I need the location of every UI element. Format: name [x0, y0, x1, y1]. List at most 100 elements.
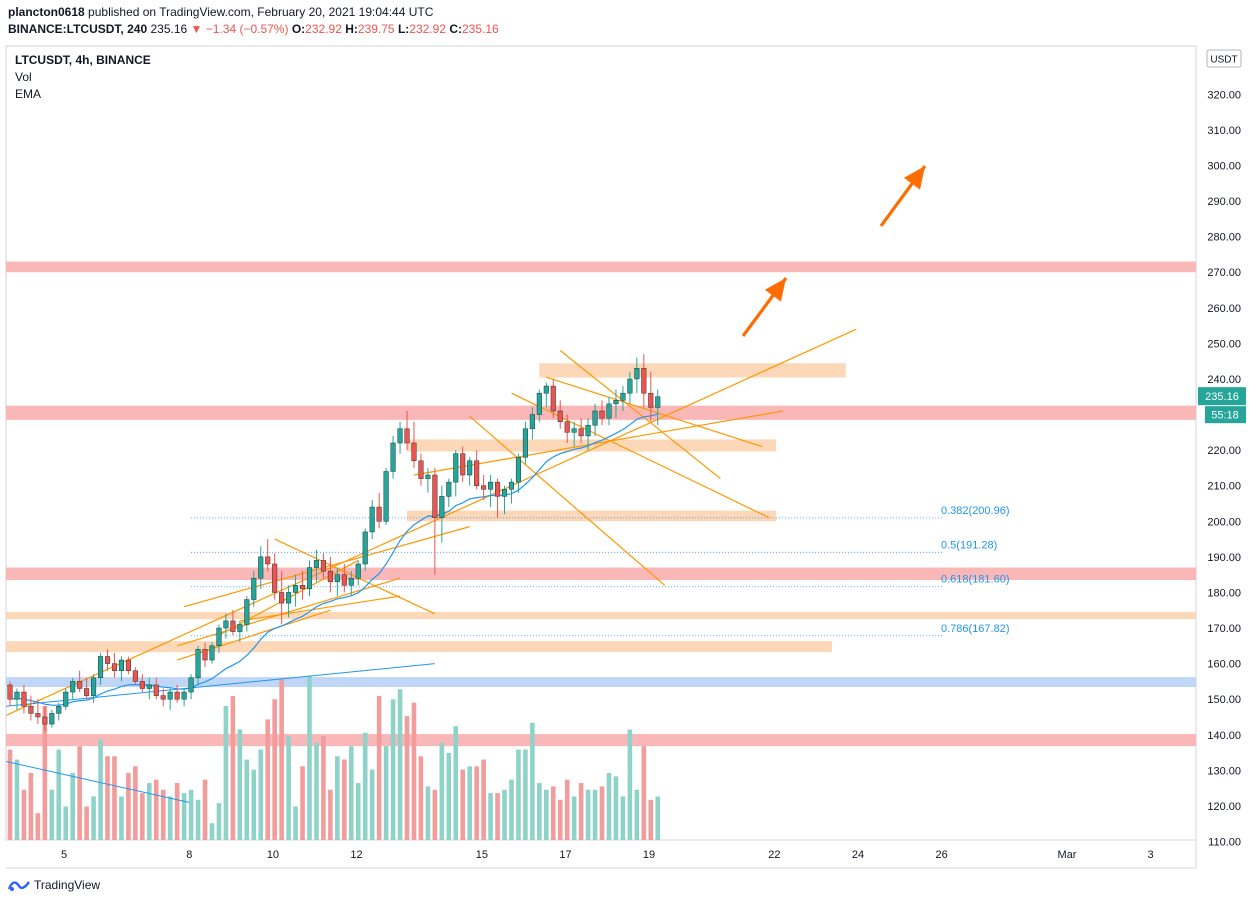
price-tick-label: 270.00: [1207, 267, 1241, 279]
candle-body: [265, 556, 271, 565]
last-price-badge: [1198, 387, 1246, 406]
candle-body: [209, 645, 215, 661]
candle: [125, 656, 131, 675]
candle-body: [606, 403, 612, 419]
legend-title[interactable]: LTCUSDT, 4h, BINANCE: [15, 53, 151, 67]
candle: [160, 688, 166, 707]
candle-body: [49, 713, 55, 725]
candle: [7, 681, 13, 707]
volume-bar: [362, 732, 368, 840]
volume-bar: [84, 806, 89, 840]
volume-bar: [223, 706, 229, 840]
volume-bar: [376, 695, 382, 840]
candle: [543, 382, 549, 408]
price-tick-label: 260.00: [1207, 303, 1241, 315]
candle: [641, 354, 647, 408]
candle-body: [467, 460, 473, 476]
candle-body: [258, 556, 264, 579]
candle: [355, 560, 361, 586]
candle-body: [306, 567, 313, 590]
author-name[interactable]: plancton0618: [8, 5, 85, 19]
candle: [132, 667, 138, 685]
candle-body: [97, 656, 104, 679]
candle: [223, 613, 229, 639]
legend-ema[interactable]: EMA: [15, 87, 42, 101]
volume-bar: [98, 739, 103, 840]
candle-body: [56, 706, 62, 714]
price-tick-label: 170.00: [1207, 623, 1241, 635]
candle-body: [522, 428, 528, 458]
symbol-ohlc-line: BINANCE:LTCUSDT, 240 235.16 ▼ −1.34 (−0.…: [8, 22, 499, 36]
candle: [488, 475, 494, 508]
volume-bar: [460, 769, 466, 840]
candle: [495, 478, 501, 518]
candle: [327, 556, 333, 593]
volume-bar: [119, 796, 124, 840]
candle-body: [648, 392, 654, 408]
candle-body: [160, 695, 166, 700]
candle-body: [501, 489, 508, 497]
candle: [188, 674, 194, 700]
price-tick-label: 320.00: [1207, 89, 1241, 101]
volume-bar: [655, 796, 661, 840]
time-tick-label: 19: [643, 849, 655, 861]
candle-body: [77, 681, 83, 689]
zone-blue-9: [6, 677, 1196, 688]
volume-bar: [153, 779, 159, 840]
open-value: 232.92: [305, 22, 342, 36]
down-arrow-icon: ▼: [190, 22, 203, 36]
candle: [655, 389, 661, 426]
candle: [70, 677, 76, 700]
time-tick-label: 15: [476, 849, 488, 861]
volume-bar: [209, 823, 215, 840]
candle: [77, 670, 83, 693]
candle-body: [167, 691, 173, 700]
volume-bar: [523, 749, 528, 840]
candle: [320, 553, 326, 579]
candle: [411, 421, 417, 468]
volume-bar: [613, 776, 619, 840]
volume-bar: [390, 699, 396, 840]
volume-bar: [126, 773, 131, 840]
candle-body: [564, 421, 570, 433]
price-tick-label: 300.00: [1207, 160, 1241, 172]
candle: [230, 610, 236, 636]
candle: [453, 450, 459, 497]
candle-body: [348, 577, 354, 586]
ema-line: [9, 413, 658, 706]
close-value: 235.16: [461, 22, 499, 36]
candle: [376, 492, 382, 529]
candle: [209, 642, 215, 664]
long-trend-line: [5, 663, 435, 707]
candle: [195, 645, 201, 685]
candle: [286, 585, 292, 618]
candle-body: [341, 574, 347, 586]
candle: [467, 457, 473, 486]
candle-body: [641, 368, 647, 394]
footer-brand[interactable]: TradingView: [34, 878, 101, 892]
candle: [118, 656, 124, 682]
volume-bar: [195, 799, 201, 840]
candle: [418, 453, 424, 486]
candle-body: [634, 368, 640, 380]
zone-orange-4: [539, 363, 846, 378]
candle: [139, 674, 145, 693]
candle-body: [299, 585, 306, 590]
symbol-line: BINANCE:LTCUSDT, 240: [8, 22, 148, 36]
open-label: O:: [291, 22, 306, 36]
candle-body: [237, 624, 243, 632]
candle-body: [376, 506, 382, 522]
candle-body: [293, 585, 299, 593]
candle-body: [153, 684, 159, 696]
volume-bar: [383, 746, 389, 840]
candle-body: [397, 428, 403, 444]
volume-bar: [342, 759, 347, 840]
volume-bar: [70, 773, 75, 840]
legend-vol[interactable]: Vol: [15, 70, 32, 84]
price-tick-label: 220.00: [1207, 445, 1241, 457]
candle-body: [7, 684, 13, 700]
candle-body: [202, 649, 208, 661]
time-tick-label: 10: [267, 849, 279, 861]
candle-body: [571, 428, 577, 433]
